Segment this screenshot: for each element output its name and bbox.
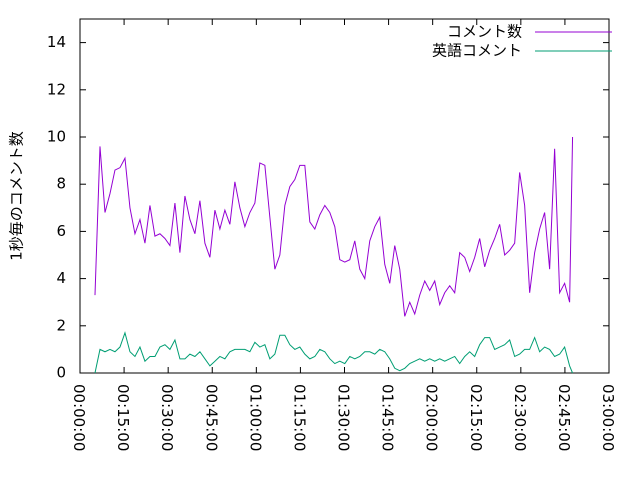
legend-label: 英語コメント [432,42,522,60]
x-tick-label: 00:30:00 [158,384,176,451]
y-tick-label: 10 [47,128,66,146]
y-tick-label: 14 [47,33,66,51]
series-line [94,136,574,317]
y-tick-label: 4 [56,269,66,287]
x-tick-label: 00:15:00 [114,384,132,451]
y-tick-label: 8 [56,175,66,193]
y-tick-label: 6 [56,222,66,240]
x-tick-label: 00:00:00 [70,384,88,451]
series-line [94,331,574,374]
x-tick-label: 02:30:00 [511,384,529,451]
x-tick-label: 00:45:00 [202,384,220,451]
x-tick-label: 01:00:00 [246,384,264,451]
plot-frame [79,18,610,374]
y-tick-label: 2 [56,316,66,334]
y-axis-label: 1秒毎のコメント数 [8,131,26,261]
x-tick-label: 02:45:00 [555,384,573,451]
x-tick-label: 03:00:00 [599,384,617,451]
legend-label: コメント数 [447,23,522,41]
x-tick-label: 01:45:00 [379,384,397,451]
x-tick-label: 02:00:00 [423,384,441,451]
x-tick-label: 01:15:00 [290,384,308,451]
y-tick-label: 0 [56,364,66,382]
x-tick-label: 02:15:00 [467,384,485,451]
y-tick-label: 12 [47,80,66,98]
x-tick-label: 01:30:00 [335,384,353,451]
